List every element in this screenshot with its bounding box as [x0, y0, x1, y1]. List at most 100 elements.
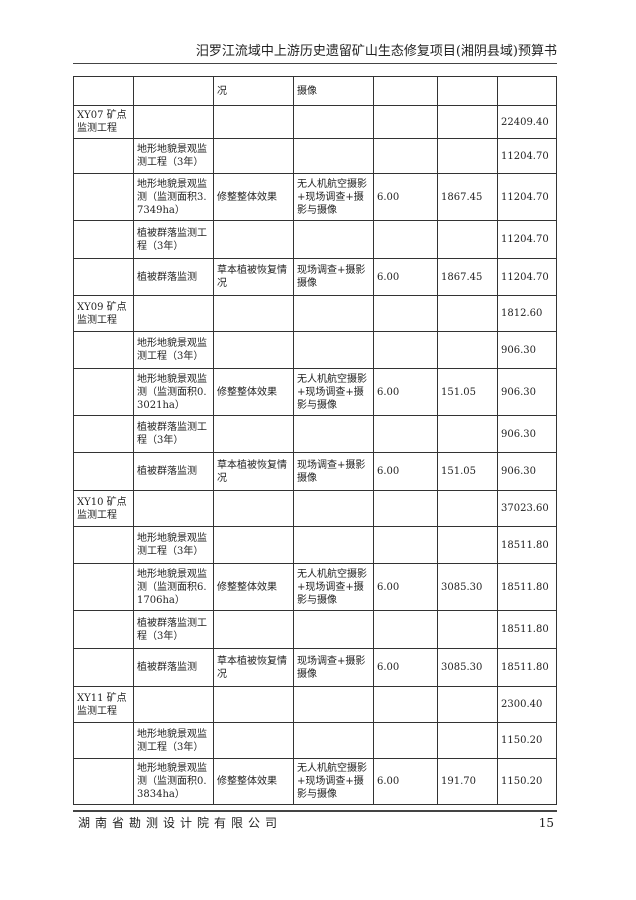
- table-cell: [73, 173, 134, 221]
- table-cell: 1812.60: [497, 295, 557, 332]
- table-cell: [73, 76, 134, 106]
- table-cell: 现场调查+摄影摄像: [293, 648, 374, 687]
- table-cell: [213, 138, 294, 174]
- table-cell: [373, 138, 438, 174]
- table-cell: [293, 220, 374, 259]
- table-row: 植被群落监测 草本植被恢复情况 现场调查+摄影摄像 6.00 151.05 906.30: [73, 452, 557, 491]
- table-row: 地形地貌景观监测（监测面积3.7349ha） 修整整体效果 无人机航空摄影+现场调查…: [73, 173, 557, 221]
- table-cell: 6.00: [373, 173, 438, 221]
- table-cell: 3085.30: [437, 648, 498, 687]
- table-cell: [213, 105, 294, 139]
- table-cell: 11204.70: [497, 220, 557, 259]
- table-cell: 植被群落监测: [133, 258, 214, 296]
- table-cell: [293, 295, 374, 332]
- table-cell: [437, 138, 498, 174]
- table-row: 植被群落监测工程（3年） 18511.80: [73, 610, 557, 649]
- table-cell: [437, 76, 498, 106]
- table-cell: [213, 295, 294, 332]
- table-cell: [437, 490, 498, 527]
- table-cell: [73, 331, 134, 369]
- table-cell: [73, 138, 134, 174]
- company-name: 湖南省勘测设计院有限公司: [78, 816, 283, 830]
- table-row: 地形地貌景观监测工程（3年） 906.30: [73, 331, 557, 369]
- table-row: 况摄像: [73, 76, 557, 106]
- table-cell: [373, 686, 438, 723]
- table-cell: [373, 105, 438, 139]
- table-cell: [437, 610, 498, 649]
- table-cell: 2300.40: [497, 686, 557, 723]
- table-cell: 37023.60: [497, 490, 557, 527]
- footer-divider: [73, 810, 557, 812]
- table-cell: [373, 331, 438, 369]
- table-cell: [437, 331, 498, 369]
- table-row: XY11 矿点监测工程 2300.40: [73, 686, 557, 723]
- table-cell: [437, 105, 498, 139]
- table-row: 植被群落监测 草本植被恢复情况 现场调查+摄影摄像 6.00 1867.45 11204.…: [73, 258, 557, 296]
- table-cell: [373, 220, 438, 259]
- table-cell: 18511.80: [497, 526, 557, 564]
- table-cell: 6.00: [373, 758, 438, 805]
- table-cell: 6.00: [373, 368, 438, 416]
- table-cell: [293, 686, 374, 723]
- table-cell: [213, 220, 294, 259]
- table-row: 地形地貌景观监测工程（3年） 18511.80: [73, 526, 557, 564]
- page-body: 况摄像 XY07 矿点监测工程 22409.40 地形地貌景观监测工程（3年） 1120…: [73, 76, 557, 833]
- table-row: 植被群落监测工程（3年） 906.30: [73, 415, 557, 453]
- table-cell: 11204.70: [497, 138, 557, 174]
- table-cell: 18511.80: [497, 563, 557, 611]
- page-header: 汨罗江流域中上游历史遗留矿山生态修复项目(湘阴县域)预算书: [195, 44, 557, 59]
- table-cell: 无人机航空摄影+现场调查+摄影与摄像: [293, 173, 374, 221]
- table-cell: [373, 415, 438, 453]
- table-cell: [213, 526, 294, 564]
- table-cell: 草本植被恢复情况: [213, 258, 294, 296]
- table-cell: [373, 76, 438, 106]
- table-cell: 151.05: [437, 368, 498, 416]
- table-cell: 修整整体效果: [213, 758, 294, 805]
- table-cell: 草本植被恢复情况: [213, 452, 294, 491]
- table-cell: 地形地貌景观监测工程（3年）: [133, 138, 214, 174]
- table-cell: 况: [213, 76, 294, 106]
- table-cell: 修整整体效果: [213, 563, 294, 611]
- table-cell: [73, 563, 134, 611]
- table-cell: [213, 331, 294, 369]
- table-row: 地形地貌景观监测工程（3年） 1150.20: [73, 722, 557, 759]
- table-cell: 植被群落监测工程（3年）: [133, 610, 214, 649]
- table-cell: 无人机航空摄影+现场调查+摄影与摄像: [293, 368, 374, 416]
- table-cell: 3085.30: [437, 563, 498, 611]
- table-cell: [213, 415, 294, 453]
- table-cell: 1150.20: [497, 722, 557, 759]
- table-cell: [437, 295, 498, 332]
- table-cell: [373, 490, 438, 527]
- table-cell: 11204.70: [497, 258, 557, 296]
- table-cell: 906.30: [497, 415, 557, 453]
- table-cell: [373, 610, 438, 649]
- table-cell: 11204.70: [497, 173, 557, 221]
- table-cell: 地形地貌景观监测工程（3年）: [133, 331, 214, 369]
- table-cell: 无人机航空摄影+现场调查+摄影与摄像: [293, 758, 374, 805]
- table-row: 植被群落监测 草本植被恢复情况 现场调查+摄影摄像 6.00 3085.30 18511.…: [73, 648, 557, 687]
- budget-table: 况摄像 XY07 矿点监测工程 22409.40 地形地貌景观监测工程（3年） 1120…: [73, 76, 557, 805]
- table-cell: XY07 矿点监测工程: [73, 105, 134, 139]
- table-cell: 地形地貌景观监测（监测面积0.3021ha）: [133, 368, 214, 416]
- table-cell: [437, 415, 498, 453]
- table-cell: [293, 105, 374, 139]
- table-cell: 18511.80: [497, 610, 557, 649]
- table-cell: XY09 矿点监测工程: [73, 295, 134, 332]
- table-cell: 无人机航空摄影+现场调查+摄影与摄像: [293, 563, 374, 611]
- page-number: 15: [538, 816, 554, 830]
- table-cell: 6.00: [373, 452, 438, 491]
- table-cell: 地形地貌景观监测（监测面积0.3834ha）: [133, 758, 214, 805]
- table-cell: 现场调查+摄影摄像: [293, 452, 374, 491]
- table-cell: [497, 76, 557, 106]
- table-cell: [373, 295, 438, 332]
- table-cell: [73, 452, 134, 491]
- table-cell: [213, 722, 294, 759]
- page-footer: 湖南省勘测设计院有限公司 15: [73, 815, 557, 833]
- table-cell: 1867.45: [437, 173, 498, 221]
- table-cell: [373, 722, 438, 759]
- table-cell: [133, 490, 214, 527]
- table-cell: 6.00: [373, 258, 438, 296]
- table-cell: [73, 526, 134, 564]
- table-cell: [213, 610, 294, 649]
